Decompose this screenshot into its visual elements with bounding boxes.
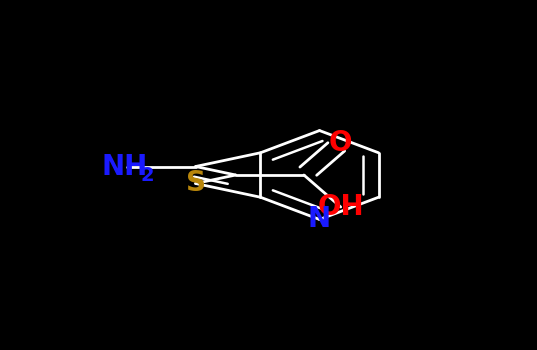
Text: N: N — [308, 205, 331, 233]
Text: OH: OH — [317, 193, 364, 221]
Text: S: S — [186, 169, 206, 197]
Text: O: O — [329, 129, 352, 157]
Text: 2: 2 — [141, 166, 155, 185]
Text: NH: NH — [101, 153, 148, 181]
